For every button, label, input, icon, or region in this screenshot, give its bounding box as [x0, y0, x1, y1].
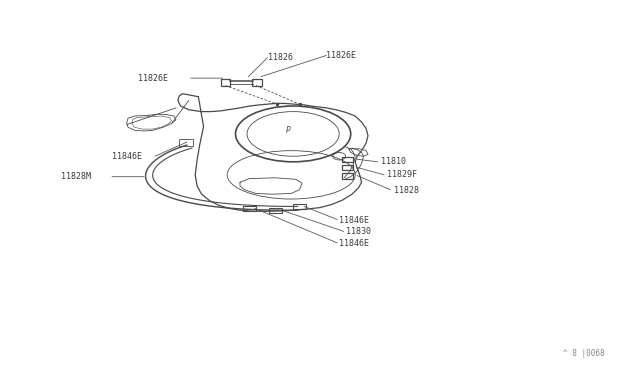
Text: 11810: 11810: [381, 157, 406, 166]
Text: 11846E: 11846E: [339, 216, 369, 225]
Text: 11829F: 11829F: [387, 170, 417, 179]
Bar: [179, 139, 193, 146]
Text: 11830: 11830: [346, 227, 371, 236]
Text: 11828: 11828: [394, 186, 419, 195]
Bar: [342, 157, 353, 162]
Bar: [243, 206, 256, 211]
Text: 11826E: 11826E: [326, 51, 356, 60]
Bar: [252, 79, 262, 86]
Text: P: P: [285, 126, 291, 135]
Bar: [293, 204, 306, 209]
Text: 11846E: 11846E: [112, 152, 142, 161]
Text: 11826: 11826: [268, 53, 292, 62]
Bar: [269, 208, 282, 213]
Text: 11826E: 11826E: [138, 74, 168, 83]
Bar: [342, 173, 353, 179]
Text: 11828M: 11828M: [61, 172, 91, 181]
Bar: [221, 79, 230, 86]
Bar: [342, 165, 353, 170]
Text: 11846E: 11846E: [339, 239, 369, 248]
Text: ^ 8 |0068: ^ 8 |0068: [563, 349, 605, 358]
